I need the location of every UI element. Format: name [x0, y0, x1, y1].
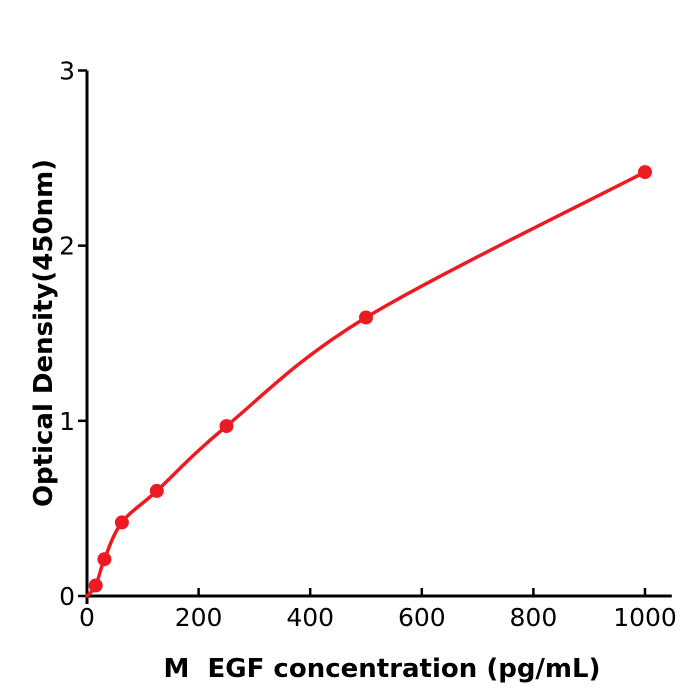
y-tick-label: 3 — [59, 57, 75, 86]
data-point-marker — [114, 515, 129, 530]
data-point-marker — [359, 310, 373, 325]
data-point-marker — [149, 483, 164, 498]
x-tick-label: 0 — [79, 603, 95, 632]
y-axis-title: Optical Density(450nm) — [29, 159, 59, 507]
x-tick-label: 600 — [398, 603, 446, 632]
x-tick-label: 1000 — [613, 603, 677, 632]
plot-area: 0 200 400 600 800 1000 0 1 2 3 — [59, 57, 677, 633]
y-tick-label: 0 — [59, 582, 75, 611]
data-point-marker — [97, 552, 112, 567]
x-tick-label: 800 — [510, 603, 558, 632]
data-point-marker — [638, 165, 652, 180]
fit-curve-line — [85, 170, 647, 598]
y-tick-label: 2 — [59, 232, 75, 261]
x-tick-label: 400 — [286, 603, 334, 632]
data-point-marker — [219, 419, 234, 434]
x-axis-title: M EGF concentration (pg/mL) — [164, 654, 601, 684]
data-point-marker — [88, 578, 103, 593]
y-tick-label: 1 — [59, 407, 75, 436]
x-tick-label: 200 — [175, 603, 223, 632]
